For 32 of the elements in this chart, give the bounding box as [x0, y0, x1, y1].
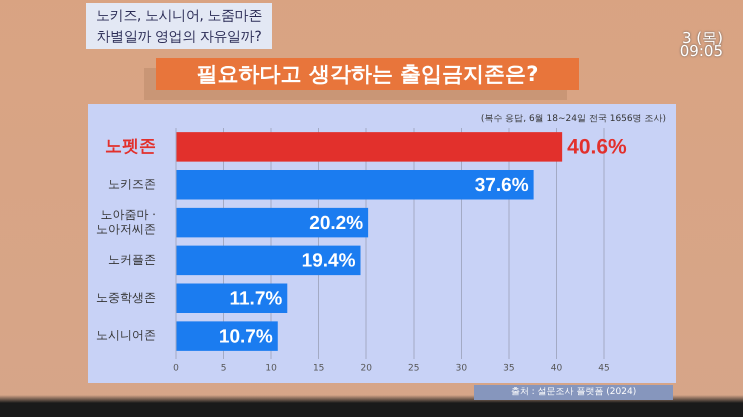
data-label: 40.6% [567, 136, 628, 159]
x-tick-label: 45 [598, 364, 610, 374]
chart-title: 필요하다고 생각하는 출입금지존은? [156, 58, 579, 90]
text: 차별일까 영업의 자유일까? [96, 28, 262, 46]
y-tick-label: 노중학생존 [96, 290, 156, 304]
y-tick-label: 노시니어존 [96, 328, 156, 342]
bar [176, 132, 562, 162]
x-tick-label: 40 [550, 364, 562, 374]
x-tick-label: 25 [408, 364, 420, 374]
x-tick-label: 35 [503, 364, 515, 374]
bar [176, 170, 534, 200]
data-label: 19.4% [302, 250, 356, 272]
bar [176, 283, 288, 314]
x-tick-label: 10 [265, 364, 278, 374]
data-label: 10.7% [218, 326, 273, 348]
chart-subtitle: (복수 응답, 6월 18~24일 전국 1656명 조사) [480, 113, 666, 125]
y-tick-label: 노키즈존 [108, 176, 156, 191]
x-tick-label: 15 [312, 364, 324, 374]
x-tick-label: 20 [360, 364, 372, 374]
y-tick-label: 노커플존 [108, 252, 156, 267]
x-tick-label: 5 [220, 364, 226, 374]
bar [176, 246, 361, 276]
y-tick-label: 노아줌마 · 노아저씨존 [96, 208, 156, 236]
bar [176, 208, 368, 238]
source-note: 출처 : 설문조사 플랫폼 (2024) [474, 385, 673, 400]
data-label: 37.6% [474, 174, 529, 196]
x-tick-label: 30 [456, 364, 468, 374]
data-label: 20.2% [309, 212, 364, 234]
text: 노키즈, 노시니어, 노줌마존 [95, 7, 263, 25]
data-label: 11.7% [229, 288, 282, 310]
x-tick-label: 0 [173, 364, 180, 374]
y-tick-label: 노펫존 [105, 136, 156, 156]
